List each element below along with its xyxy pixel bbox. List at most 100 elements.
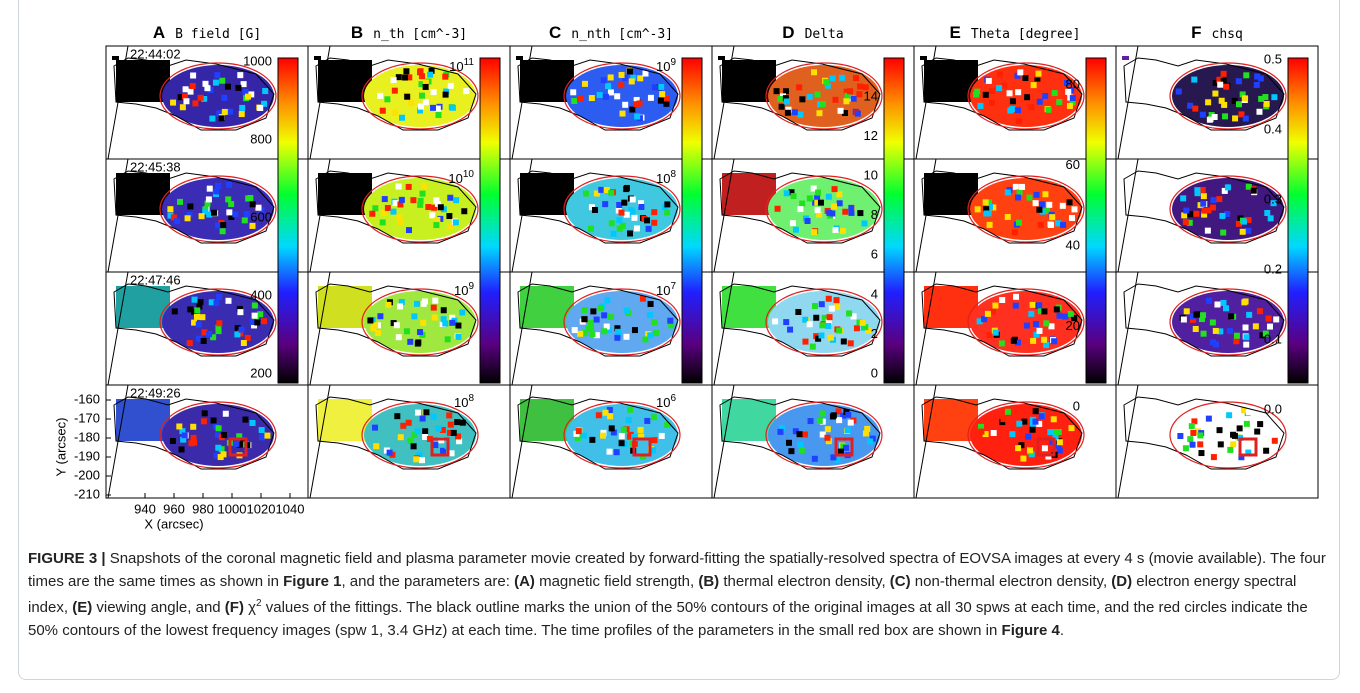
colorbar-tick-label: 20	[1066, 318, 1080, 333]
pixel	[1193, 211, 1199, 217]
pixel	[848, 420, 854, 426]
pixel	[1060, 203, 1066, 209]
pixel	[252, 313, 258, 319]
pixel	[861, 220, 867, 226]
pixel	[1197, 432, 1203, 438]
pixel	[581, 316, 587, 322]
pixel	[796, 84, 802, 90]
pixel	[1013, 303, 1019, 309]
pixel	[977, 103, 983, 109]
pixel	[826, 194, 832, 200]
pixel	[623, 334, 629, 340]
pixel	[1011, 338, 1017, 344]
colorbar-tick-label: 80	[1066, 76, 1080, 91]
pixel	[603, 94, 609, 100]
y-tick-label: -210	[74, 486, 100, 501]
pixel	[406, 184, 412, 190]
pixel	[775, 206, 781, 212]
pixel	[832, 186, 838, 192]
pixel	[1256, 109, 1262, 115]
pixel	[201, 338, 207, 344]
pixel	[1243, 298, 1249, 304]
pixel	[827, 314, 833, 320]
pixel	[620, 223, 626, 229]
x-tick-label: 980	[192, 501, 214, 516]
pixel	[1180, 195, 1186, 201]
pixel	[1268, 215, 1274, 221]
pixel	[211, 417, 217, 423]
pixel	[227, 109, 233, 115]
pixel	[206, 331, 212, 337]
pixel	[259, 434, 265, 440]
pixel	[608, 74, 614, 80]
pixel	[261, 318, 267, 324]
pixel	[183, 98, 189, 104]
pixel	[819, 301, 825, 307]
pixel	[815, 207, 821, 213]
pixel	[826, 210, 832, 216]
pixel	[577, 96, 583, 102]
pixel	[826, 296, 832, 302]
caption-text: , and the parameters are:	[341, 573, 514, 590]
pixel	[618, 210, 624, 216]
pixel	[445, 336, 451, 342]
pixel	[588, 320, 594, 326]
y-tick-label: -160	[74, 391, 100, 406]
pixel	[841, 338, 847, 344]
colorbar-tick-label: 0.4	[1264, 121, 1282, 136]
colorbar-tick-label: 800	[250, 131, 272, 146]
pixel	[1054, 306, 1060, 312]
pixel	[1210, 197, 1216, 203]
pixel	[216, 425, 222, 431]
pixel	[1251, 188, 1257, 194]
pixel	[1009, 431, 1015, 437]
pixel	[1193, 312, 1199, 318]
pixel	[1266, 316, 1272, 322]
pixel	[1187, 103, 1193, 109]
pixel	[629, 209, 635, 215]
pixel	[648, 301, 654, 307]
pixel	[831, 412, 837, 418]
caption-label: FIGURE 3 |	[28, 550, 106, 567]
pixel	[235, 85, 241, 91]
pixel	[1183, 445, 1189, 451]
pixel	[1228, 313, 1234, 319]
pixel	[415, 341, 421, 347]
pixel	[570, 89, 576, 95]
pixel	[1245, 228, 1251, 234]
pixel	[244, 211, 250, 217]
pixel	[581, 433, 587, 439]
pixel	[438, 204, 444, 210]
pixel	[1262, 94, 1268, 100]
pixel	[1211, 454, 1217, 460]
pixel	[1046, 107, 1052, 113]
pixel	[194, 314, 200, 320]
pixel	[391, 77, 397, 83]
pixel	[997, 71, 1003, 77]
pixel	[1015, 194, 1021, 200]
map-panel	[712, 385, 914, 498]
pixel	[190, 83, 196, 89]
x-tick-label: 1020	[247, 501, 276, 516]
pixel	[201, 418, 207, 424]
pixel	[854, 325, 860, 331]
pixel	[601, 77, 607, 83]
pixel	[857, 210, 863, 216]
y-axis-label: Y (arcsec)	[53, 418, 68, 477]
pixel	[1024, 94, 1030, 100]
pixel	[1019, 184, 1025, 190]
column-title: ETheta [degree]	[950, 23, 1081, 42]
pixel	[777, 96, 783, 102]
column-title-text: n_th [cm^-3]	[373, 27, 467, 42]
pixel	[1225, 184, 1231, 190]
pixel	[1264, 101, 1270, 107]
pixel	[1017, 69, 1023, 75]
pixel	[659, 433, 665, 439]
pixel	[802, 431, 808, 437]
column-title: Bn_th [cm^-3]	[351, 23, 467, 42]
pixel	[978, 429, 984, 435]
pixel	[206, 196, 212, 202]
map-panel	[106, 385, 308, 498]
pixel	[239, 105, 245, 111]
pixel	[792, 109, 798, 115]
